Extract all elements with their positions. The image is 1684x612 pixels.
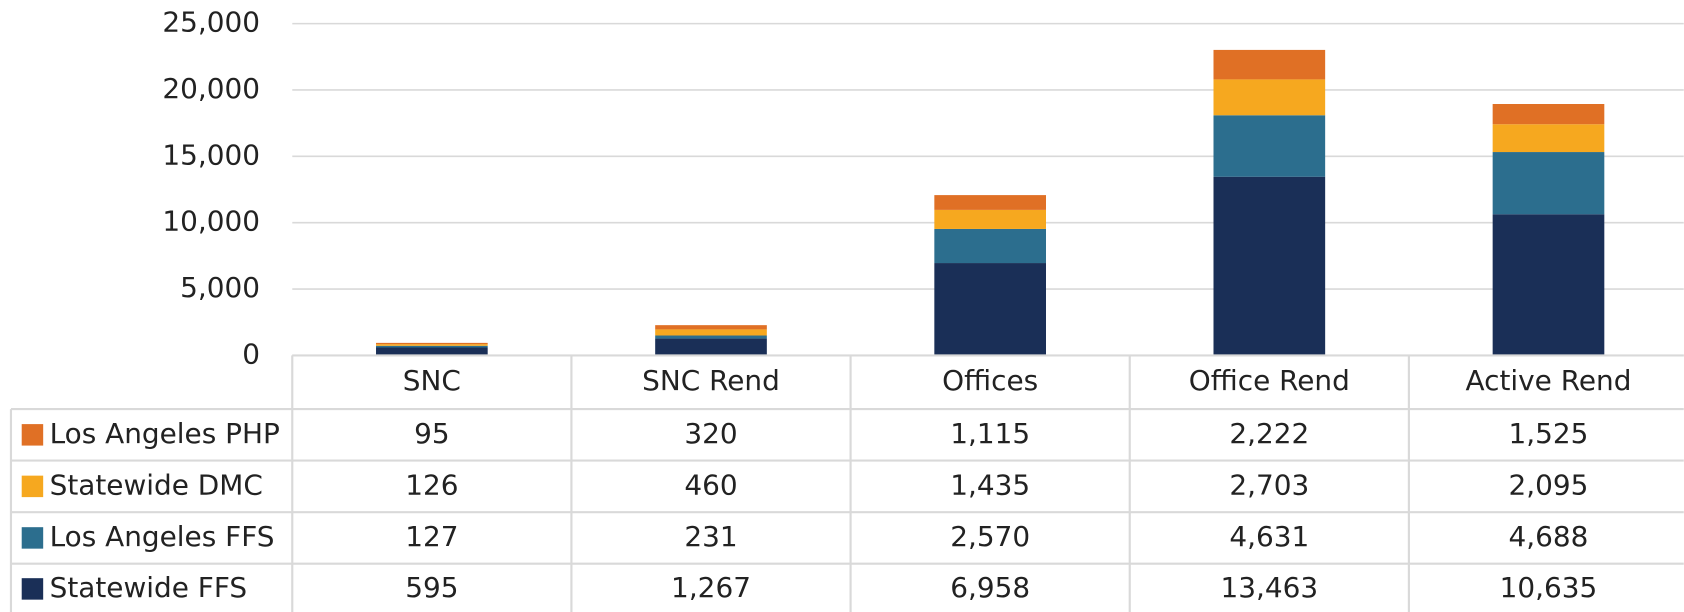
bar-segment: [934, 195, 1046, 210]
table-value: 95: [414, 417, 450, 450]
table-value: 2,222: [1229, 417, 1309, 450]
table-value: 6,958: [950, 571, 1030, 604]
bar-segment: [1213, 49, 1326, 80]
table-value: 231: [684, 520, 737, 553]
table-value: 4,631: [1229, 520, 1309, 553]
bar-segment: [1492, 214, 1605, 356]
bar-segment: [1492, 152, 1605, 215]
legend-swatch: [21, 424, 44, 446]
table-value: 4,688: [1509, 520, 1589, 553]
table-value: 320: [684, 417, 737, 450]
bar-segment: [376, 344, 488, 346]
legend-label: Statewide DMC: [50, 468, 263, 501]
bar-segment: [655, 329, 767, 336]
bar-segment: [1492, 104, 1605, 125]
table-value: 13,463: [1220, 571, 1318, 604]
table-value: 460: [684, 468, 737, 501]
category-label: Office Rend: [1189, 364, 1350, 397]
table-value: 10,635: [1500, 571, 1598, 604]
table-value: 1,525: [1509, 417, 1589, 450]
bar-segment: [934, 263, 1046, 356]
category-label: SNC: [403, 364, 461, 397]
table-value: 1,115: [950, 417, 1030, 450]
legend-label: Statewide FFS: [50, 571, 248, 604]
bar-segment: [655, 338, 767, 356]
table-value: 1,435: [950, 468, 1030, 501]
y-tick-label: 10,000: [162, 205, 260, 238]
table-value: 126: [405, 468, 458, 501]
bar-segment: [376, 347, 488, 356]
bar-segment: [376, 342, 488, 345]
legend-swatch: [21, 578, 44, 600]
category-label: Active Rend: [1466, 364, 1632, 397]
bar-segment: [1492, 124, 1605, 153]
y-tick-label: 0: [242, 337, 260, 370]
legend-label: Los Angeles FFS: [50, 520, 275, 553]
bar-segment: [1213, 115, 1326, 177]
category-label: SNC Rend: [642, 364, 780, 397]
bar-segment: [934, 228, 1046, 264]
table-value: 2,570: [950, 520, 1030, 553]
y-tick-label: 15,000: [162, 138, 260, 171]
table-value: 2,703: [1229, 468, 1309, 501]
bar-segment: [934, 209, 1046, 229]
legend-label: Los Angeles PHP: [50, 417, 280, 450]
legend-swatch: [21, 527, 44, 549]
bar-segment: [655, 335, 767, 339]
bar-segment: [376, 345, 488, 348]
bar-segment: [1213, 176, 1326, 356]
category-label: Offices: [942, 364, 1038, 397]
y-tick-label: 5,000: [180, 271, 260, 304]
table-value: 2,095: [1509, 468, 1589, 501]
bar-segment: [1213, 79, 1326, 116]
y-tick-label: 20,000: [162, 72, 260, 105]
table-value: 1,267: [671, 571, 751, 604]
table-value: 127: [405, 520, 458, 553]
table-value: 595: [405, 571, 458, 604]
y-tick-label: 25,000: [162, 6, 260, 39]
legend-swatch: [21, 475, 44, 498]
bar-segment: [655, 325, 767, 330]
